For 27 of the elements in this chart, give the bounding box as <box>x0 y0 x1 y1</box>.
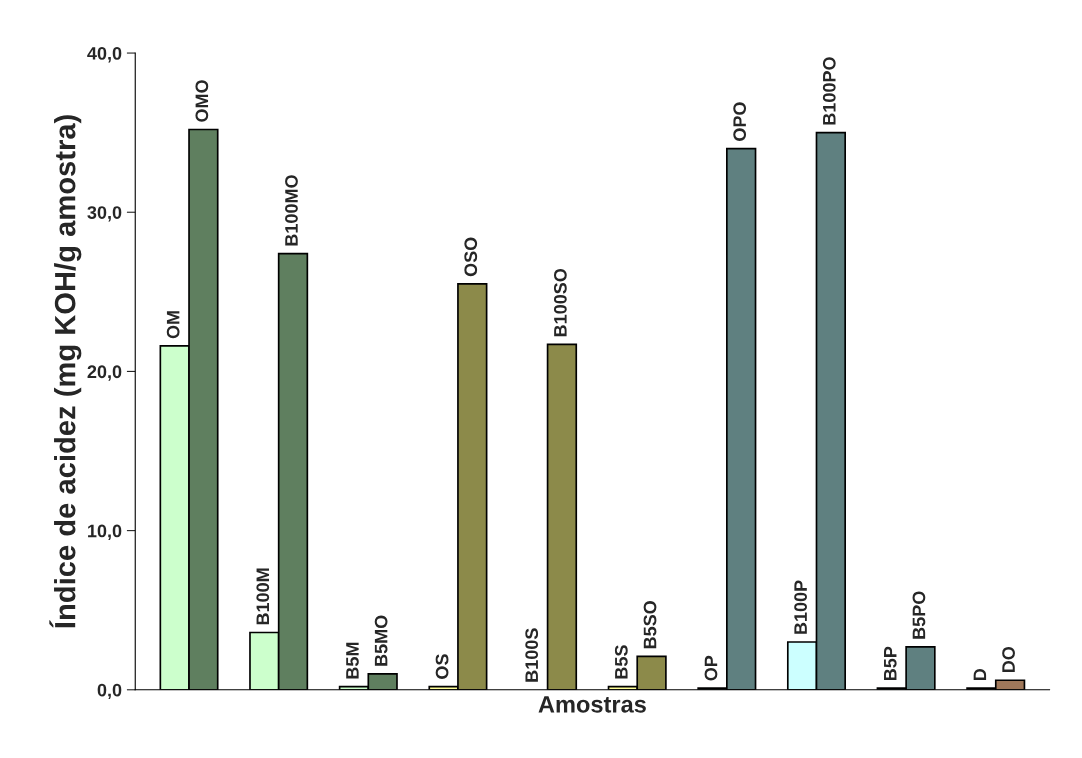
annotation: OM <box>166 311 180 339</box>
annotation: OP <box>704 655 718 681</box>
annotation: B5SO <box>643 601 657 649</box>
annotation: B5S <box>614 645 628 679</box>
annotation: B5P <box>884 646 897 681</box>
y-tick-label: 20,0 <box>87 365 122 381</box>
annotation: OPO <box>733 102 747 141</box>
annotation: B100M <box>256 568 270 625</box>
annotation: B100P <box>794 580 807 634</box>
annotation: OSO <box>464 237 478 277</box>
annotation: OMO <box>195 80 209 122</box>
annotation: B5MO <box>374 615 388 666</box>
y-axis-title: Índice de acidez (mg KOH/g amostra) <box>49 115 82 628</box>
y-tick-label: 30,0 <box>87 206 122 222</box>
y-tick-label: 10,0 <box>88 524 122 540</box>
annotation: OS <box>435 654 449 679</box>
annotation: B100S <box>525 628 539 682</box>
annotation: B5M <box>346 642 359 679</box>
annotation: B100PO <box>822 57 836 125</box>
y-tick-label: 40,0 <box>87 46 122 63</box>
x-axis-title: Amostras <box>538 696 646 713</box>
annotation: D <box>973 668 987 681</box>
y-tick-label: 0,0 <box>97 683 122 700</box>
annotation: B100MO <box>285 175 298 246</box>
annotation: B100SO <box>553 268 567 337</box>
annotation: DO <box>1002 646 1015 673</box>
annotation: B5PO <box>912 591 926 639</box>
